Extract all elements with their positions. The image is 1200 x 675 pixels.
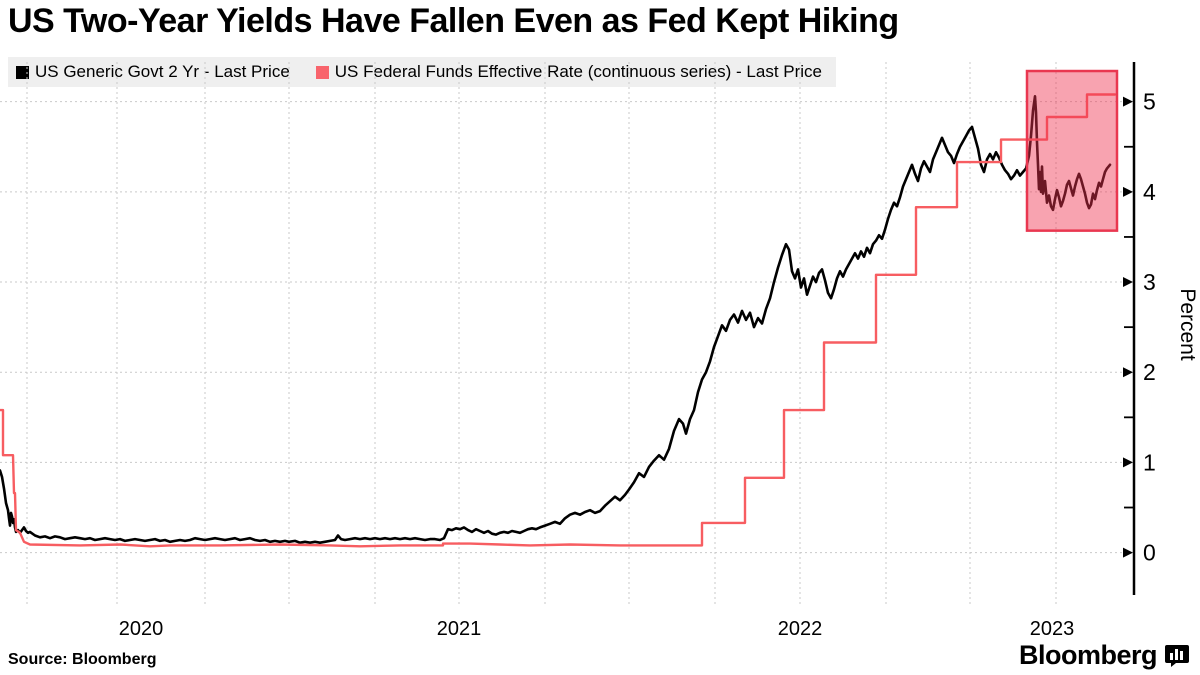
highlight-box: [1025, 69, 1119, 232]
x-axis-year-label: 2021: [437, 618, 482, 640]
bloomberg-chart-bubble-icon: [1165, 644, 1189, 667]
y-axis-tick-label: 2: [1143, 359, 1156, 385]
bloomberg-logo: Bloomberg: [1019, 640, 1190, 671]
x-axis-year-label: 2020: [119, 618, 164, 640]
chart-canvas: 0 1 2 3 4 5 Percent 2020 2021 2022 2023: [0, 62, 1199, 640]
y-axis-tick-label: 0: [1143, 540, 1156, 566]
chart-area: 0 1 2 3 4 5 Percent 2020 2021 2022 2023: [0, 62, 1200, 642]
x-axis-year-label: 2023: [1030, 618, 1075, 640]
legend-item-govt-2yr: US Generic Govt 2 Yr - Last Price: [16, 62, 290, 82]
y-axis-tick-label: 1: [1143, 449, 1156, 475]
y-axis-tick-label: 3: [1143, 269, 1156, 295]
y-axis-tick-arrow-icon: [1123, 96, 1133, 107]
y-axis-title: Percent: [1176, 288, 1199, 361]
red-series-swatch-icon: [315, 65, 329, 79]
legend-label-govt-2yr: US Generic Govt 2 Yr - Last Price: [35, 62, 290, 81]
govt-2yr-line: [0, 94, 1112, 545]
y-axis-tick-label: 5: [1143, 89, 1156, 115]
x-axis-year-label: 2022: [778, 618, 823, 640]
y-axis-tick-arrow-icon: [1123, 277, 1133, 288]
black-series-swatch-icon: [16, 65, 29, 79]
y-axis-tick-arrow-icon: [1123, 547, 1133, 558]
y-axis-tick-arrow-icon: [1123, 186, 1133, 197]
bloomberg-wordmark: Bloomberg: [1018, 640, 1158, 670]
legend-label-fed-funds: US Federal Funds Effective Rate (continu…: [334, 62, 823, 81]
y-axis-tick-arrow-icon: [1123, 457, 1133, 468]
chart-title: US Two-Year Yields Have Fallen Even as F…: [8, 2, 899, 40]
y-axis-tick-arrow-icon: [1123, 367, 1133, 378]
y-axis-tick-label: 4: [1143, 179, 1156, 205]
source-attribution: Source: Bloomberg: [8, 651, 157, 668]
fed-funds-line: [0, 93, 1117, 548]
chart-legend: US Generic Govt 2 Yr - Last Price US Fed…: [8, 57, 837, 87]
legend-item-fed-funds: US Federal Funds Effective Rate (continu…: [315, 62, 823, 82]
